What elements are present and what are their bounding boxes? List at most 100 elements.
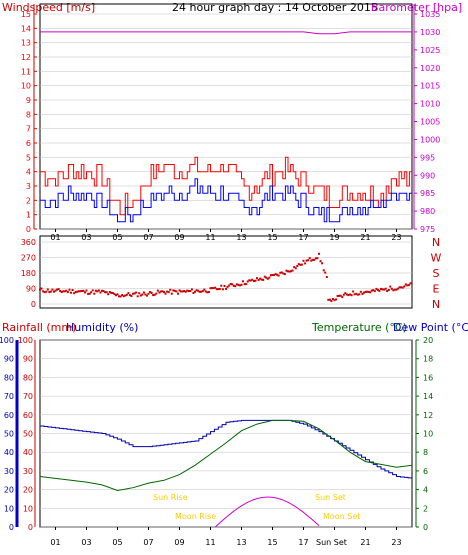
direction-point — [40, 287, 43, 290]
direction-point — [159, 290, 162, 293]
direction-point — [59, 290, 62, 292]
direction-point — [163, 291, 165, 294]
direction-point — [136, 295, 139, 298]
direction-point — [355, 292, 358, 295]
direction-left-axis: 0 90 180 270 360 — [21, 238, 36, 309]
direction-point — [310, 259, 313, 262]
direction-point — [342, 293, 345, 296]
direction-point — [307, 259, 310, 262]
direction-point — [87, 292, 90, 295]
barometer-tick-label: 1000 — [420, 135, 440, 144]
direction-point — [115, 294, 117, 297]
direction-point — [262, 278, 265, 281]
direction-point — [373, 290, 376, 293]
wind-x-axis: 01 03 05 07 09 11 13 15 17 19 21 23 — [50, 229, 402, 242]
barometer-series — [40, 31, 412, 35]
barometer-label: Barometer [hpa] — [371, 1, 462, 14]
barometer-right-axis: 975 980 985 990 995 1000 1005 1010 1015 1020 1025 1… — [414, 10, 440, 234]
dewpoint-label: Dew Point (°C) — [393, 321, 468, 334]
wind-x-tick-label: 09 — [174, 233, 184, 242]
humidity-inner-tick-label: 40 — [23, 448, 33, 457]
humidity-x-tick-label: 07 — [143, 538, 153, 547]
direction-point — [237, 283, 240, 286]
direction-point — [104, 291, 107, 294]
sun-set-label: Sun Set — [315, 493, 346, 502]
direction-point — [257, 279, 260, 281]
direction-point — [277, 274, 280, 277]
direction-point — [268, 276, 271, 279]
direction-point — [146, 294, 148, 297]
direction-point — [305, 259, 308, 262]
direction-point — [225, 287, 227, 290]
wind-tick-label: 0 — [26, 225, 31, 234]
direction-point — [110, 291, 113, 294]
direction-point — [350, 294, 353, 297]
direction-point — [407, 284, 410, 287]
direction-point — [206, 291, 209, 294]
direction-point — [218, 288, 221, 290]
humidity-series — [40, 419, 412, 479]
direction-point — [260, 278, 263, 281]
direction-point — [77, 290, 80, 293]
direction-point — [274, 273, 277, 276]
wind-tick-label: 9 — [26, 96, 31, 105]
direction-point — [248, 279, 251, 282]
direction-point — [184, 290, 187, 293]
direction-points — [39, 252, 412, 302]
direction-point — [180, 290, 182, 293]
graph-title: 24 hour graph day : 14 October 2015 — [172, 1, 378, 14]
direction-point — [252, 280, 255, 282]
wind-tick-label: 1 — [26, 211, 31, 220]
wind-x-tick-label: 07 — [143, 233, 153, 242]
direction-tick-label: 0 — [31, 300, 36, 309]
direction-point — [271, 274, 274, 276]
humidity-inner-tick-label: 70 — [23, 392, 33, 401]
direction-point — [155, 292, 158, 295]
direction-point — [119, 295, 122, 298]
direction-point — [144, 293, 147, 296]
direction-point — [344, 292, 347, 295]
direction-point — [201, 290, 204, 293]
wind-tick-label: 7 — [26, 125, 31, 134]
humidity-outer-tick-label: 10 — [4, 504, 14, 513]
direction-point — [57, 288, 60, 291]
direction-point — [270, 274, 272, 277]
sun-rise-label: Sun Rise — [153, 493, 188, 502]
direction-point — [296, 265, 299, 267]
direction-point — [207, 291, 210, 293]
direction-point — [376, 288, 379, 291]
direction-point — [183, 290, 186, 292]
wind-tick-label: 10 — [21, 82, 31, 91]
direction-point — [331, 298, 334, 300]
direction-point — [133, 292, 136, 295]
direction-point — [381, 288, 384, 291]
humidity-x-tick-label: 09 — [174, 538, 184, 547]
humidity-x-tick-label: 01 — [50, 538, 60, 547]
direction-point — [282, 272, 285, 275]
direction-point — [314, 257, 317, 260]
humidity-outer-tick-label: 50 — [4, 430, 14, 439]
direction-point — [335, 298, 338, 301]
direction-point — [186, 289, 189, 292]
direction-point — [107, 293, 110, 296]
direction-point — [280, 271, 283, 274]
direction-point — [266, 277, 269, 280]
direction-point — [173, 289, 176, 292]
direction-point — [249, 279, 252, 282]
direction-point — [367, 290, 370, 293]
direction-point — [42, 290, 45, 293]
direction-point — [318, 252, 320, 255]
direction-point — [370, 289, 373, 292]
direction-point — [259, 277, 262, 280]
direction-point — [393, 288, 396, 291]
direction-point — [273, 274, 275, 277]
direction-point — [135, 291, 138, 294]
wind-x-tick-label: 17 — [298, 233, 308, 242]
humidity-x-tick-label: 17 — [298, 538, 308, 547]
direction-point — [324, 271, 327, 274]
direction-letter: S — [433, 267, 440, 280]
direction-point — [49, 290, 52, 293]
direction-point — [265, 276, 268, 279]
moon-rise-label: Moon Rise — [175, 512, 216, 521]
direction-tick-label: 270 — [21, 254, 36, 263]
